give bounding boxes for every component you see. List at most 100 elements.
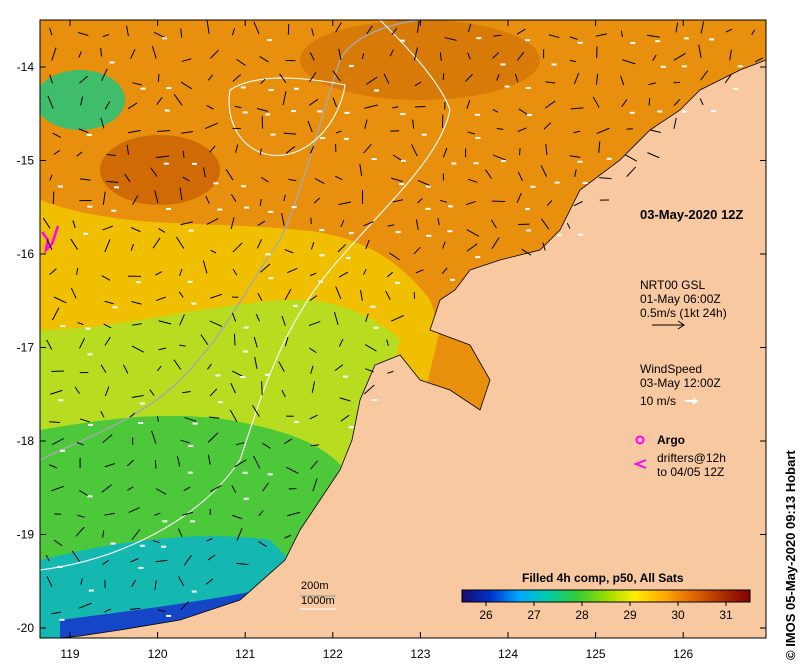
current-arrow [128,507,141,513]
wind-legend-line-3: 10 m/s [640,394,677,408]
current-arrow [517,171,523,182]
y-tick-label: -15 [17,154,35,168]
current-arrow [281,212,285,226]
current-arrow [53,149,61,155]
current-arrow [412,119,415,129]
current-arrow [334,175,343,181]
current-arrow [179,268,183,277]
current-arrow [287,267,298,274]
colorbar-ticks: 26 27 28 29 30 31 [479,602,733,622]
current-arrow [755,57,764,63]
current-arrow [127,102,138,110]
current-arrow [180,601,190,611]
current-arrow [80,178,91,181]
current-arrow [106,153,116,157]
current-arrow [516,28,526,35]
current-arrow [313,197,321,204]
current-arrow [392,106,399,109]
colorbar-tick-label: 27 [527,608,541,622]
current-arrow [652,54,657,62]
current-arrow [364,344,377,352]
current-arrow [309,52,315,61]
current-arrow [235,144,239,153]
current-arrow [335,130,342,134]
wind-scale-arrowhead [692,397,699,405]
bathy-1000m [40,20,451,571]
current-arrow [491,237,500,249]
current-arrow [182,150,185,158]
current-arrow [157,74,160,83]
current-arrow [260,78,266,85]
current-arrow [126,144,130,155]
current-arrow [415,269,424,274]
current-arrow [131,300,142,305]
current-arrow [72,220,76,228]
current-arrow [51,485,65,492]
current-arrow [340,219,345,228]
current-arrow [252,405,260,417]
current-arrow [128,129,142,134]
current-arrow [183,486,191,492]
current-arrow [647,34,660,38]
current-arrow [621,99,628,108]
current-arrow [183,555,192,566]
current-arrow [284,336,289,347]
current-arrow [173,93,183,106]
current-arrow [230,217,235,230]
current-arrow [152,540,160,544]
current-arrow [51,47,57,61]
current-arrow [127,486,134,491]
current-arrow [155,559,168,563]
current-arrow [309,347,317,354]
x-tick-label: 119 [60,647,79,661]
current-arrow [178,576,185,586]
current-arrow [514,73,519,83]
current-arrow [79,75,89,84]
current-arrow [236,58,246,66]
current-arrow [496,74,500,81]
current-arrow [202,167,206,178]
current-arrow [52,132,61,138]
current-arrow [182,176,190,182]
current-arrow [229,409,238,423]
credit-line: © IMOS 05-May-2020 09:13 Hobart [783,450,798,660]
current-arrow [77,31,89,36]
current-arrow [42,217,51,229]
current-arrow [130,226,141,233]
current-arrow [545,81,556,84]
current-arrow [207,432,219,443]
current-arrow [592,96,600,108]
current-arrow [200,334,209,346]
current-arrow [158,609,167,613]
current-arrow [78,51,82,58]
current-arrow [439,199,447,203]
current-arrow [650,129,661,134]
current-arrow [363,384,375,395]
current-arrow [288,178,297,182]
current-arrow [231,312,237,322]
depth-legend-1000: 1000m [301,595,335,607]
current-arrow [620,75,625,86]
current-arrow [392,199,404,203]
current-arrow [700,21,705,34]
current-arrow [102,225,114,231]
current-arrow [51,611,61,615]
current-arrow [543,122,552,130]
current-arrow [700,70,709,81]
drifter-track [41,225,60,254]
current-arrow [391,177,403,183]
current-arrow [49,268,57,276]
current-arrow [309,272,317,277]
current-arrow [673,117,677,129]
current-arrow [253,455,261,469]
current-arrow [234,459,247,468]
current-arrow [176,455,181,467]
current-arrow [262,442,271,449]
x-tick-label: 120 [148,647,168,661]
x-tick-label: 124 [498,647,518,661]
current-arrow [620,30,623,38]
current-arrow [521,248,532,256]
current-arrow [155,155,170,159]
current-arrow [76,151,83,157]
